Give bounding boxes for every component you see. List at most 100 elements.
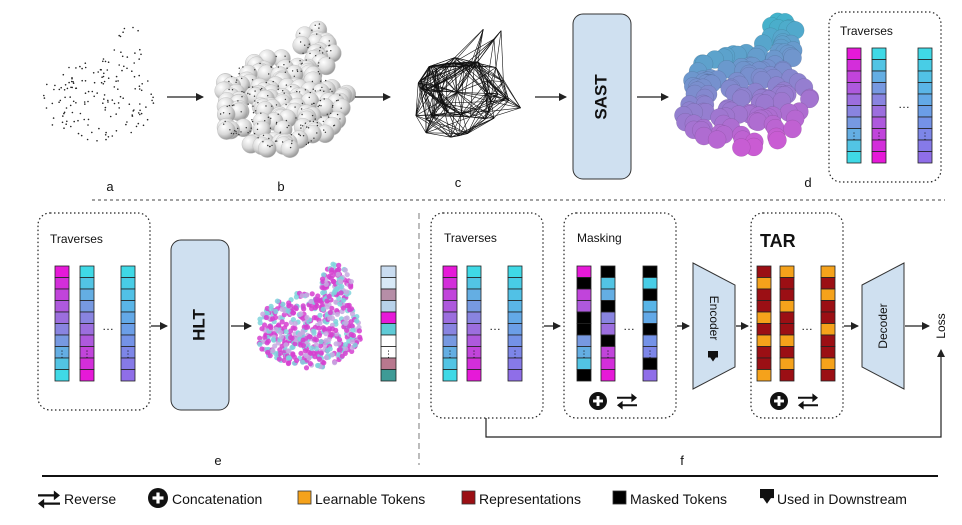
point (281, 141, 284, 143)
point (240, 131, 242, 133)
point (115, 130, 118, 132)
point (87, 118, 90, 121)
point (262, 141, 264, 143)
token (820, 346, 836, 359)
point (307, 361, 313, 367)
token (442, 288, 458, 301)
point (273, 326, 279, 332)
point (344, 327, 350, 333)
point (318, 298, 324, 304)
point (140, 53, 142, 56)
point (286, 355, 292, 361)
point (304, 122, 307, 124)
point (298, 91, 301, 93)
point (339, 118, 341, 120)
mesh-edge (456, 92, 486, 120)
point (323, 331, 329, 337)
token (917, 116, 933, 129)
point (350, 327, 356, 333)
mesh-edge (495, 67, 510, 101)
traverses-box-e (37, 212, 151, 411)
token (54, 277, 70, 290)
point (336, 262, 342, 268)
token (507, 265, 523, 278)
token (820, 265, 836, 278)
token (507, 323, 523, 336)
point (300, 124, 302, 126)
point (81, 67, 83, 70)
point (72, 100, 75, 103)
point (71, 86, 73, 89)
point (313, 342, 320, 348)
point (115, 80, 117, 82)
point (93, 95, 95, 98)
token (600, 277, 616, 290)
ellipsis: ⋮ (580, 349, 589, 359)
mesh-edge (503, 81, 510, 101)
point (274, 298, 280, 304)
point (328, 57, 331, 59)
token (600, 300, 616, 313)
token (120, 288, 136, 301)
point (299, 134, 301, 137)
point (254, 90, 256, 92)
mesh-edge (485, 107, 521, 120)
mesh-edge (454, 57, 475, 63)
token (120, 369, 136, 382)
point (319, 89, 321, 92)
mesh-edge (493, 38, 497, 68)
token (466, 288, 482, 301)
point (236, 79, 238, 81)
point (316, 356, 323, 362)
point (256, 128, 259, 131)
mesh-edge (418, 57, 456, 84)
point (275, 121, 278, 124)
traverses-title-f: Traverses (444, 231, 497, 245)
point (333, 318, 339, 325)
mesh-edge (456, 92, 507, 99)
point (103, 72, 105, 75)
point (300, 63, 302, 65)
mesh-edge (425, 132, 468, 134)
mesh-edge (440, 102, 489, 112)
mesh-edge (469, 29, 484, 66)
point (97, 71, 99, 73)
point (317, 320, 323, 326)
token (642, 265, 658, 278)
token (442, 277, 458, 290)
point (304, 44, 306, 46)
mesh-edge (456, 92, 495, 119)
point (330, 50, 332, 52)
point (260, 112, 262, 114)
tar-title: TAR (760, 231, 796, 251)
sphere (768, 130, 787, 150)
point (331, 106, 334, 108)
graph-mesh-c (415, 28, 521, 138)
point (77, 132, 80, 135)
point (334, 311, 340, 317)
point (275, 104, 278, 106)
token (120, 300, 136, 313)
point (107, 77, 110, 79)
token (846, 70, 862, 83)
point (61, 121, 64, 124)
token (846, 151, 862, 164)
mesh-edge (453, 38, 495, 63)
point (320, 306, 326, 312)
point (288, 124, 290, 127)
point (319, 99, 322, 102)
token (642, 369, 658, 382)
mesh-edge (463, 65, 492, 102)
point (267, 144, 269, 147)
hlt-label: HLT (189, 308, 208, 340)
token (442, 369, 458, 382)
token (779, 300, 795, 313)
token (54, 311, 70, 324)
point (152, 96, 154, 99)
point (316, 124, 319, 127)
point (59, 99, 62, 102)
token (576, 369, 592, 382)
mesh-edge (440, 102, 486, 120)
point (255, 110, 257, 112)
token (576, 300, 592, 313)
